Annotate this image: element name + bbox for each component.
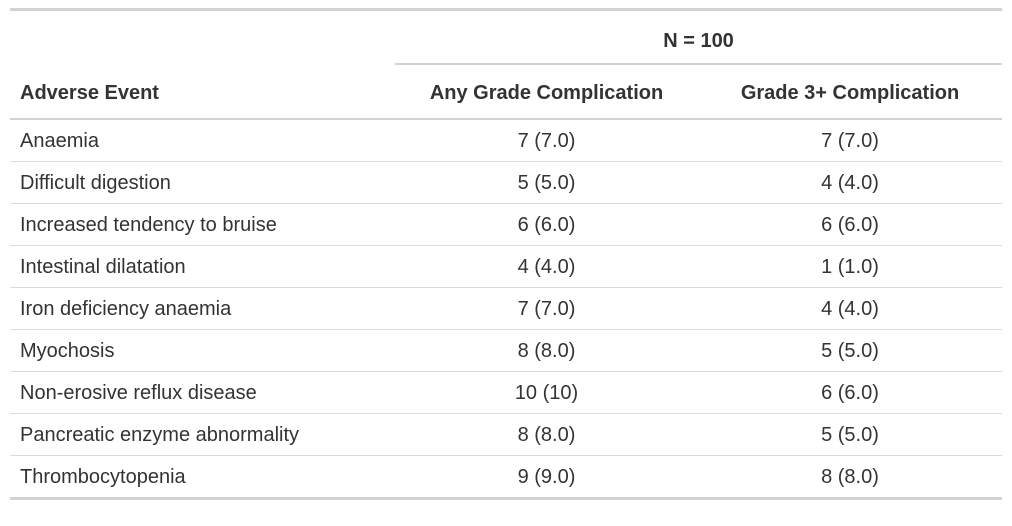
any-grade-cell: 9 (9.0) bbox=[395, 455, 698, 500]
spanner-row: N = 100 bbox=[10, 8, 1003, 65]
event-cell: Anaemia bbox=[10, 119, 395, 162]
grade3-cell: 8 (8.0) bbox=[698, 455, 1003, 500]
table-row: Anaemia 7 (7.0) 7 (7.0) bbox=[10, 119, 1003, 162]
table-header: N = 100 Adverse Event Any Grade Complica… bbox=[10, 8, 1003, 120]
table-row: Increased tendency to bruise 6 (6.0) 6 (… bbox=[10, 203, 1003, 246]
column-header-adverse-event: Adverse Event bbox=[10, 64, 395, 120]
grade3-cell: 6 (6.0) bbox=[698, 371, 1003, 414]
table-row: Myochosis 8 (8.0) 5 (5.0) bbox=[10, 329, 1003, 372]
event-cell: Difficult digestion bbox=[10, 161, 395, 204]
any-grade-cell: 5 (5.0) bbox=[395, 161, 698, 204]
any-grade-cell: 10 (10) bbox=[395, 371, 698, 414]
table-row: Thrombocytopenia 9 (9.0) 8 (8.0) bbox=[10, 455, 1003, 500]
table-container: N = 100 Adverse Event Any Grade Complica… bbox=[10, 8, 1003, 500]
grade3-cell: 5 (5.0) bbox=[698, 413, 1003, 456]
event-cell: Non-erosive reflux disease bbox=[10, 371, 395, 414]
column-header-grade3plus: Grade 3+ Complication bbox=[698, 64, 1003, 120]
table-row: Iron deficiency anaemia 7 (7.0) 4 (4.0) bbox=[10, 287, 1003, 330]
stub-spacer-cell bbox=[10, 8, 395, 64]
event-cell: Intestinal dilatation bbox=[10, 245, 395, 288]
column-header-any-grade: Any Grade Complication bbox=[395, 64, 698, 120]
event-cell: Myochosis bbox=[10, 329, 395, 372]
any-grade-cell: 8 (8.0) bbox=[395, 329, 698, 372]
grade3-cell: 1 (1.0) bbox=[698, 245, 1003, 288]
grade3-cell: 4 (4.0) bbox=[698, 287, 1003, 330]
table-row: Pancreatic enzyme abnormality 8 (8.0) 5 … bbox=[10, 413, 1003, 456]
event-cell: Increased tendency to bruise bbox=[10, 203, 395, 246]
table-row: Non-erosive reflux disease 10 (10) 6 (6.… bbox=[10, 371, 1003, 414]
table-row: Intestinal dilatation 4 (4.0) 1 (1.0) bbox=[10, 245, 1003, 288]
table-row: Difficult digestion 5 (5.0) 4 (4.0) bbox=[10, 161, 1003, 204]
any-grade-cell: 8 (8.0) bbox=[395, 413, 698, 456]
grade3-cell: 7 (7.0) bbox=[698, 119, 1003, 162]
any-grade-cell: 7 (7.0) bbox=[395, 287, 698, 330]
event-cell: Pancreatic enzyme abnormality bbox=[10, 413, 395, 456]
grade3-cell: 5 (5.0) bbox=[698, 329, 1003, 372]
column-labels-row: Adverse Event Any Grade Complication Gra… bbox=[10, 64, 1003, 120]
table-body: Anaemia 7 (7.0) 7 (7.0) Difficult digest… bbox=[10, 119, 1003, 500]
any-grade-cell: 7 (7.0) bbox=[395, 119, 698, 162]
grade3-cell: 4 (4.0) bbox=[698, 161, 1003, 204]
event-cell: Iron deficiency anaemia bbox=[10, 287, 395, 330]
spanner-header: N = 100 bbox=[395, 8, 1003, 65]
any-grade-cell: 4 (4.0) bbox=[395, 245, 698, 288]
grade3-cell: 6 (6.0) bbox=[698, 203, 1003, 246]
adverse-events-table: N = 100 Adverse Event Any Grade Complica… bbox=[10, 8, 1003, 500]
event-cell: Thrombocytopenia bbox=[10, 455, 395, 500]
any-grade-cell: 6 (6.0) bbox=[395, 203, 698, 246]
